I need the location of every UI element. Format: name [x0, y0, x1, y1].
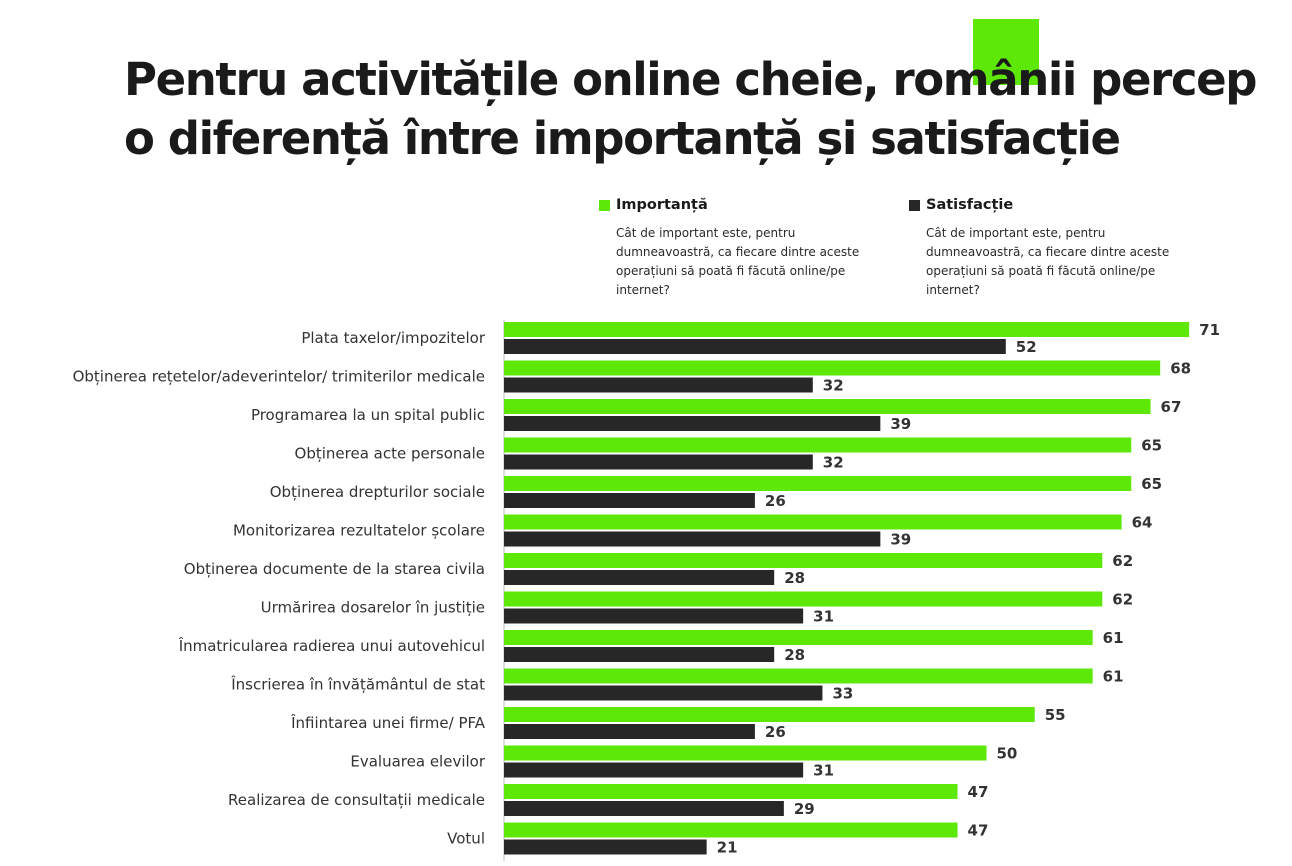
bar-satisfaction: [504, 339, 1006, 354]
legend-label-satisfaction: Satisfacție: [926, 197, 1014, 213]
bar-importance: [504, 399, 1151, 414]
category-label: Înscrierea în învățământul de stat: [230, 675, 485, 694]
bar-importance: [504, 668, 1093, 684]
value-label-satisfaction: 26: [765, 723, 786, 741]
category-label: Monitorizarea rezultatelor școlare: [233, 522, 485, 540]
bar-satisfaction: [504, 416, 881, 431]
value-label-satisfaction: 28: [784, 646, 805, 664]
bar-satisfaction: [504, 801, 784, 816]
value-label-importance: 68: [1170, 360, 1191, 378]
bar-importance: [504, 591, 1103, 607]
bar-satisfaction: [504, 724, 755, 739]
bar-importance: [504, 745, 987, 761]
value-label-satisfaction: 31: [813, 762, 834, 780]
bar-importance: [504, 360, 1161, 376]
category-label: Obținerea documente de la starea civila: [184, 560, 485, 578]
bar-satisfaction: [504, 685, 823, 701]
category-label: Urmărirea dosarelor în justiție: [261, 599, 485, 617]
category-label: Obținerea rețetelor/adeverintelor/ trimi…: [73, 368, 485, 386]
value-label-satisfaction: 21: [717, 839, 738, 857]
value-label-importance: 65: [1141, 475, 1162, 493]
value-label-importance: 61: [1103, 629, 1124, 647]
value-label-importance: 71: [1199, 321, 1220, 339]
legend-swatch-satisfaction: [909, 199, 920, 211]
bar-satisfaction: [504, 608, 804, 624]
value-label-importance: 47: [968, 822, 989, 840]
value-label-satisfaction: 31: [813, 608, 834, 626]
value-label-importance: 55: [1045, 706, 1066, 724]
category-label: Obținerea acte personale: [295, 445, 485, 463]
category-label: Obținerea drepturilor sociale: [270, 483, 485, 501]
bar-satisfaction: [504, 647, 775, 662]
value-label-satisfaction: 28: [784, 569, 805, 587]
value-label-importance: 50: [997, 745, 1018, 763]
category-label: Programarea la un spital public: [251, 406, 485, 424]
category-label: Votul: [447, 830, 485, 848]
bar-importance: [504, 514, 1122, 530]
bar-satisfaction: [504, 762, 804, 778]
value-label-importance: 62: [1112, 591, 1133, 609]
bar-satisfaction: [504, 454, 813, 470]
value-label-satisfaction: 29: [794, 800, 815, 818]
bar-importance: [504, 630, 1093, 645]
page-title: Pentru activitățile online cheie, români…: [124, 50, 1258, 168]
bar-satisfaction: [504, 377, 813, 393]
bar-importance: [504, 822, 958, 838]
legend-description-importance: Cât de important este, pentru dumneavoas…: [616, 226, 860, 297]
value-label-satisfaction: 32: [823, 454, 844, 472]
value-label-satisfaction: 26: [765, 492, 786, 510]
value-label-importance: 64: [1132, 514, 1153, 532]
value-label-satisfaction: 33: [832, 685, 853, 703]
accent-square: [973, 19, 1039, 85]
bar-satisfaction: [504, 493, 755, 508]
bar-importance: [504, 322, 1190, 337]
legend-description-satisfaction: Cât de important este, pentru dumneavoas…: [926, 226, 1170, 297]
category-label: Realizarea de consultații medicale: [228, 791, 485, 809]
value-label-satisfaction: 52: [1016, 338, 1037, 356]
title-line-2: o diferență între importanță și satisfac…: [124, 112, 1121, 165]
bar-importance: [504, 553, 1103, 568]
category-label: Înmatricularea radierea unui autovehicul: [178, 636, 485, 655]
bar-satisfaction: [504, 570, 775, 585]
value-label-importance: 47: [968, 783, 989, 801]
legend-satisfaction: Satisfacție Cât de important este, pentr…: [909, 195, 1204, 300]
category-label: Înfiintarea unei firme/ PFA: [290, 713, 486, 732]
bar-importance: [504, 437, 1132, 453]
category-label: Plata taxelor/impozitelor: [301, 329, 486, 347]
bar-satisfaction: [504, 839, 707, 855]
category-label: Evaluarea elevilor: [350, 753, 485, 771]
value-label-satisfaction: 39: [890, 531, 911, 549]
bar-importance: [504, 476, 1132, 491]
value-label-importance: 67: [1161, 398, 1182, 416]
bar-satisfaction: [504, 531, 881, 547]
value-label-satisfaction: 39: [890, 415, 911, 433]
bar-importance: [504, 784, 958, 799]
value-label-satisfaction: 32: [823, 377, 844, 395]
value-label-importance: 61: [1103, 668, 1124, 686]
legend-label-importance: Importanță: [616, 197, 708, 213]
legend-importance: Importanță Cât de important este, pentru…: [599, 195, 894, 300]
title-line-1: Pentru activitățile online cheie, români…: [124, 53, 1258, 106]
legend-swatch-importance: [599, 199, 610, 211]
value-label-importance: 62: [1112, 552, 1133, 570]
value-label-importance: 65: [1141, 437, 1162, 455]
bar-importance: [504, 707, 1035, 722]
